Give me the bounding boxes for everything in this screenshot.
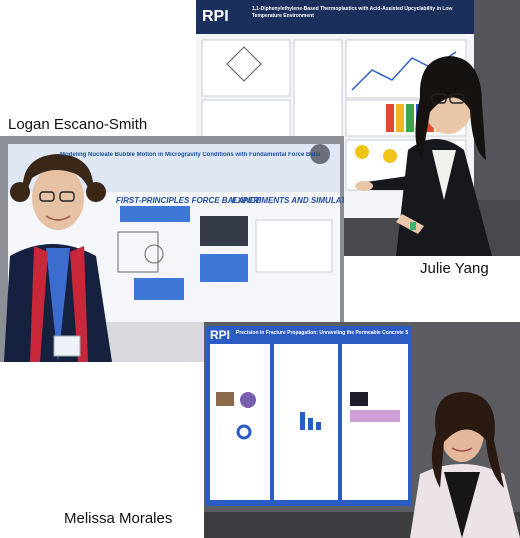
photo-melissa-morales: RPI Precision in Fracture Propagation: U… bbox=[204, 322, 520, 538]
julie-poster-logo: RPI bbox=[202, 8, 229, 25]
caption-melissa-morales: Melissa Morales bbox=[64, 510, 173, 527]
melissa-poster-logo: RPI bbox=[210, 328, 231, 342]
photo-logan-escano-smith: Modeling Nucleate Bubble Motion in Micro… bbox=[0, 136, 344, 362]
logan-poster-title: Modeling Nucleate Bubble Motion in Micro… bbox=[60, 152, 320, 158]
logan-poster-section-1: FIRST-PRINCIPLES FORCE BALANCE bbox=[116, 196, 261, 205]
photo-logan-scene bbox=[0, 136, 344, 362]
melissa-poster-title: Precision in Fracture Propagation: Unrav… bbox=[236, 330, 408, 336]
caption-julie-yang: Julie Yang bbox=[420, 260, 489, 277]
photo-melissa-scene bbox=[204, 322, 520, 538]
logan-poster-section-2: EXPERIMENTS AND SIMULATION bbox=[232, 196, 344, 205]
caption-logan-escano-smith: Logan Escano-Smith bbox=[8, 116, 148, 133]
julie-poster-title: 1,1-Diphenylethylene-Based Thermoplastic… bbox=[252, 6, 453, 19]
